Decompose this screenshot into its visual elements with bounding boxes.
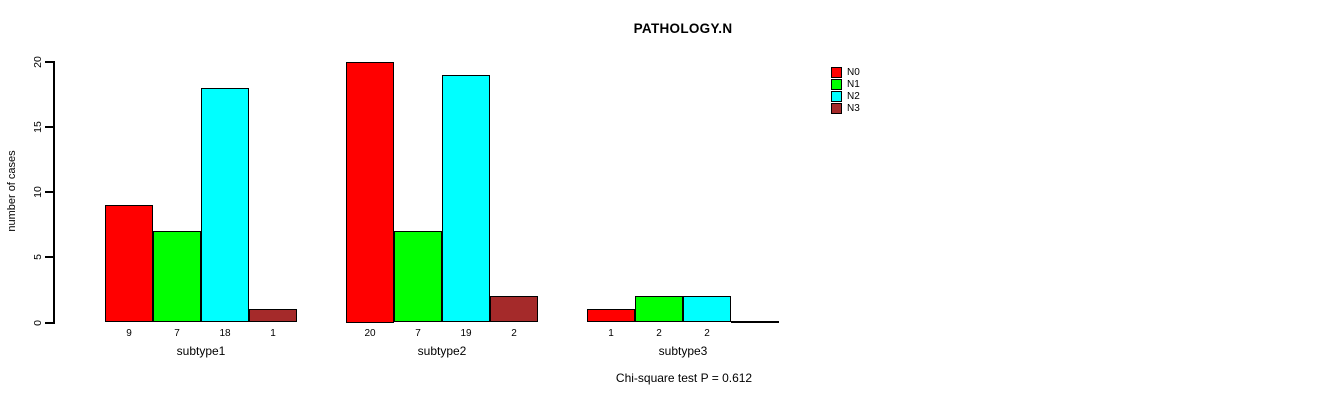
bar-value-label-subtype1-N0: 9 <box>126 328 132 339</box>
bar-subtype3-N3-zero <box>731 321 779 323</box>
legend-label-N0: N0 <box>847 66 860 78</box>
bar-subtype2-N2 <box>442 74 490 323</box>
group-label-subtype2: subtype2 <box>417 344 467 358</box>
bar-subtype1-N2 <box>201 87 249 323</box>
bar-value-label-subtype2-N2: 19 <box>460 328 472 339</box>
legend-label-N3: N3 <box>847 102 860 114</box>
legend-item-N3: N3 <box>831 102 860 114</box>
bar-value-label-subtype2-N1: 7 <box>415 328 421 339</box>
legend-label-N2: N2 <box>847 90 860 102</box>
legend-label-N1: N1 <box>847 78 860 90</box>
legend-item-N1: N1 <box>831 78 860 90</box>
bar-value-label-subtype2-N3: 2 <box>511 328 517 339</box>
bar-subtype3-N1 <box>635 296 683 323</box>
legend-item-N0: N0 <box>831 66 860 78</box>
bar-subtype2-N3 <box>490 296 538 323</box>
y-tick-mark-5 <box>45 256 53 259</box>
y-tick-label-20: 20 <box>32 55 44 68</box>
y-tick-mark-20 <box>45 60 53 63</box>
y-tick-label-5: 5 <box>32 254 44 261</box>
annotation-text: Chi-square test P = 0.612 <box>615 371 753 385</box>
y-tick-mark-15 <box>45 125 53 128</box>
y-tick-label-15: 15 <box>32 120 44 133</box>
y-tick-label-0: 0 <box>32 319 44 326</box>
bar-subtype1-N3 <box>249 309 297 323</box>
bar-value-label-subtype1-N2: 18 <box>219 328 231 339</box>
legend-item-N2: N2 <box>831 90 860 102</box>
bar-value-label-subtype3-N2: 2 <box>704 328 710 339</box>
bar-subtype3-N2 <box>683 296 731 323</box>
legend-swatch-N0 <box>831 66 842 78</box>
bar-subtype1-N1 <box>153 231 201 323</box>
y-tick-mark-0 <box>45 321 53 324</box>
legend: N0 N1 N2 N3 <box>831 66 860 114</box>
bar-value-label-subtype3-N1: 2 <box>656 328 662 339</box>
legend-swatch-N1 <box>831 78 842 90</box>
y-tick-label-10: 10 <box>32 186 44 198</box>
bar-value-label-subtype1-N1: 7 <box>174 328 180 339</box>
bar-value-label-subtype1-N3: 1 <box>270 328 276 339</box>
legend-swatch-N3 <box>831 102 842 114</box>
y-tick-mark-10 <box>45 191 53 193</box>
legend-swatch-N2 <box>831 90 842 102</box>
bar-subtype1-N0 <box>105 205 153 323</box>
bar-subtype2-N0 <box>346 61 394 323</box>
bar-subtype2-N1 <box>394 231 442 323</box>
chart-title: PATHOLOGY.N <box>633 21 733 36</box>
group-label-subtype1: subtype1 <box>176 344 226 358</box>
bar-value-label-subtype2-N0: 20 <box>364 328 376 339</box>
group-label-subtype3: subtype3 <box>658 344 708 358</box>
y-axis-line <box>53 60 55 324</box>
bar-subtype3-N0 <box>587 309 635 323</box>
bar-value-label-subtype3-N0: 1 <box>608 328 614 339</box>
